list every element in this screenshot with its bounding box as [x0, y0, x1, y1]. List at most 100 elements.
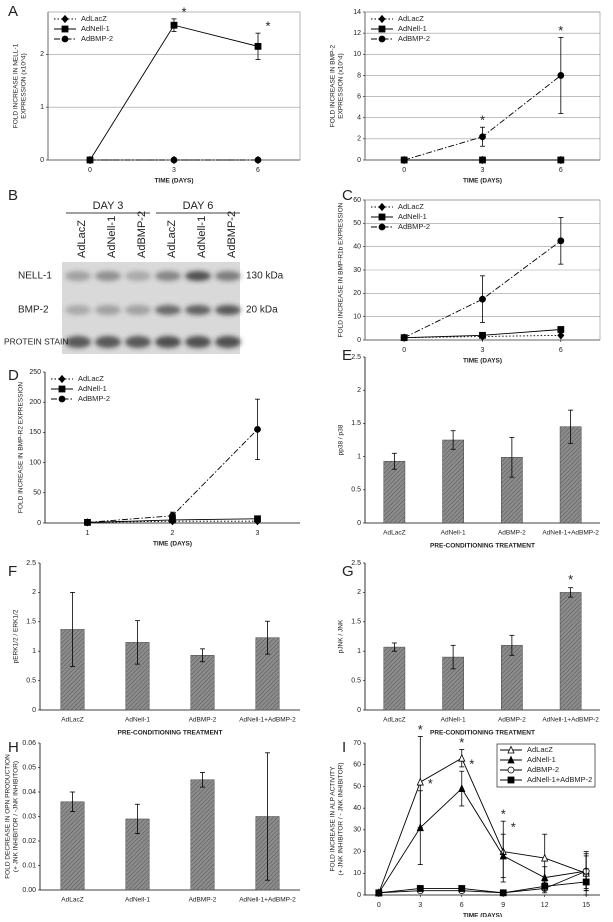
marker — [557, 326, 565, 333]
marker — [458, 753, 466, 762]
marker — [479, 295, 486, 303]
y-tick-label: 50 — [353, 783, 361, 790]
marker — [416, 823, 424, 832]
y-axis-label: pp38 / p38 — [338, 424, 345, 455]
x-axis-label: TIME (DAYS) — [154, 178, 193, 185]
x-tick-label: 9 — [501, 902, 505, 909]
marker — [541, 873, 549, 882]
blot-band — [95, 305, 121, 315]
blot-band — [155, 336, 181, 348]
x-tick-label: AdBMP-2 — [189, 897, 217, 904]
y-tick-label: 0 — [357, 157, 361, 164]
legend-label: AdNell-1 — [527, 755, 556, 764]
marker — [170, 156, 178, 164]
series-line — [403, 240, 562, 339]
x-tick-label: 0 — [88, 167, 92, 174]
x-axis-label: TIME (DAYS) — [463, 178, 502, 185]
blot-band — [95, 271, 121, 281]
y-tick-label: 200 — [29, 399, 41, 406]
x-tick-label: 6 — [559, 167, 563, 174]
marker — [416, 777, 424, 786]
y-tick-label: 10 — [353, 314, 361, 321]
annotation: * — [418, 722, 423, 737]
y-tick-label: 0.02 — [22, 838, 36, 845]
annotation: * — [568, 572, 573, 587]
panel-letter: E — [342, 347, 352, 364]
y-tick-label: 12 — [353, 30, 361, 37]
blot-band — [65, 271, 91, 281]
y-axis-label: pERK1/2 / ERK1/2 — [13, 609, 20, 663]
lane-label: AdNell-1 — [196, 216, 208, 258]
annotation: * — [469, 757, 474, 772]
y-tick-label: 0.00 — [22, 887, 36, 894]
blot-band — [185, 305, 211, 315]
legend-marker — [58, 385, 66, 393]
legend-marker — [378, 213, 386, 221]
y-tick-label: 2.5 — [351, 354, 361, 361]
x-tick-label: AdBMP-2 — [498, 717, 526, 724]
y-tick-label: 0 — [357, 337, 361, 344]
legend-marker — [507, 755, 515, 764]
y-tick-label: 1 — [357, 453, 361, 460]
y-tick-label: 70 — [353, 740, 361, 747]
x-tick-label: AdLacZ — [383, 717, 405, 724]
y-tick-label: 1.5 — [26, 619, 36, 626]
y-tick-label: 0 — [357, 892, 361, 899]
legend-label: AdLacZ — [398, 14, 424, 23]
panel-letter: I — [342, 739, 346, 756]
y-tick-label: 2.5 — [26, 560, 36, 567]
y-axis-label: (+ JNK INHIBITOR / - JNK INHIBITOR) — [338, 763, 345, 876]
x-tick-label: 0 — [402, 167, 406, 174]
blot-band — [155, 305, 181, 315]
marker — [479, 331, 486, 339]
y-tick-label: 4 — [357, 115, 361, 122]
legend-marker — [58, 395, 66, 403]
y-tick-label: 2 — [357, 136, 361, 143]
size-label: 130 kDa — [246, 271, 284, 282]
y-axis-label: FOLD INCREASE IN BMP-2 — [330, 44, 337, 127]
blot-band — [65, 336, 91, 348]
legend-label: AdBMP-2 — [398, 34, 430, 43]
legend-label: AdLacZ — [398, 202, 424, 211]
marker — [84, 518, 91, 526]
y-tick-label: 2 — [357, 589, 361, 596]
panel-letter: D — [8, 367, 19, 384]
lane-label: AdBMP-2 — [136, 211, 148, 258]
legend-marker — [378, 14, 386, 24]
row-label: BMP-2 — [18, 305, 49, 316]
annotation: * — [480, 113, 485, 128]
blot-band — [65, 305, 91, 315]
marker — [557, 237, 565, 245]
lane-label: AdLacZ — [166, 220, 178, 258]
x-tick-label: 3 — [418, 902, 422, 909]
panel-letter: A — [8, 3, 18, 20]
marker — [479, 156, 486, 164]
y-axis-label: FOLD INCREASE IN BMP-R1b EXPRESSION — [338, 202, 345, 337]
y-tick-label: 30 — [353, 267, 361, 274]
y-tick-label: 1 — [32, 648, 36, 655]
y-tick-label: 2 — [357, 387, 361, 394]
annotation: * — [181, 4, 186, 19]
y-tick-label: 100 — [29, 459, 41, 466]
y-tick-label: 1 — [40, 104, 44, 111]
x-tick-label: 0 — [377, 902, 381, 909]
series-line — [89, 24, 259, 161]
legend-marker — [507, 745, 515, 754]
y-tick-label: 20 — [353, 290, 361, 297]
series-line — [378, 881, 587, 894]
legend-marker — [507, 776, 515, 784]
annotation: * — [265, 19, 270, 34]
legend-marker — [507, 766, 515, 774]
marker — [254, 156, 262, 164]
panel-letter: G — [342, 563, 354, 580]
legend-label: AdBMP-2 — [78, 394, 110, 403]
legend-label: AdNell-1 — [78, 384, 107, 393]
y-tick-label: 20 — [353, 848, 361, 855]
marker — [582, 878, 590, 886]
x-tick-label: AdNell-1+AdBMP-2 — [542, 717, 599, 724]
bar — [383, 646, 406, 711]
y-axis-label: pJNK / JNK — [338, 619, 345, 653]
y-tick-label: 250 — [29, 369, 41, 376]
